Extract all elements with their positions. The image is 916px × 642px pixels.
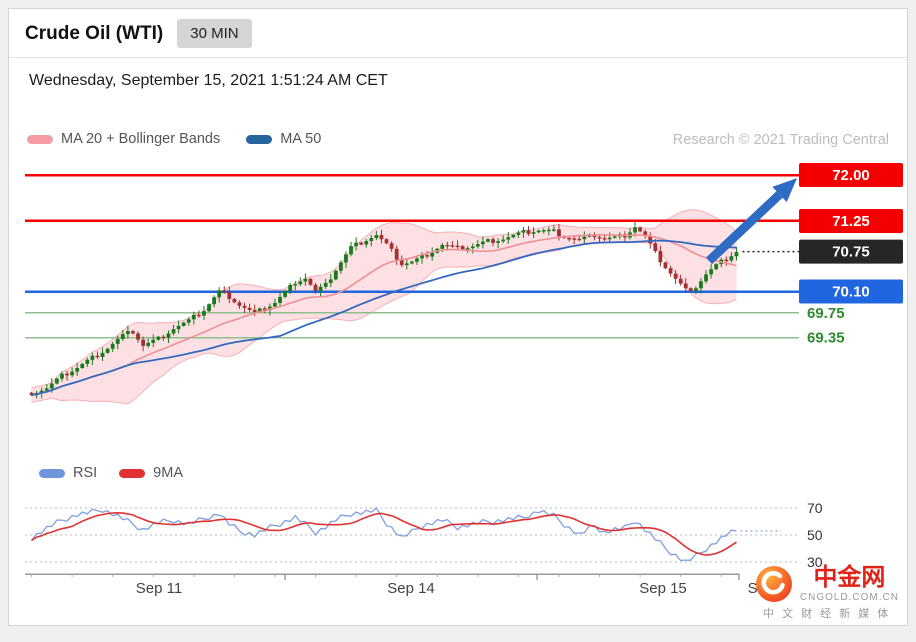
price-label-box	[799, 208, 903, 233]
forecast-arrow-head	[772, 178, 797, 203]
watermark-top: 中金网 CNGOLD.COM.CN	[755, 563, 899, 603]
rsi-label: RSI	[73, 465, 98, 481]
ma50-label: MA 50	[280, 131, 322, 147]
rsi-line	[30, 506, 737, 562]
price-chart: 72.00 71.25 70.75 70.10 69.75 69.35	[25, 163, 903, 405]
x-tick-label: Sep 11	[136, 580, 182, 597]
price-label-text: 70.10	[832, 284, 870, 301]
chart-datetime: Wednesday, September 15, 2021 1:51:24 AM…	[29, 72, 388, 89]
ma20-label: MA 20 + Bollinger Bands	[61, 131, 221, 147]
watermark-tagline: 中 文 财 经 新 媒 体	[763, 608, 891, 620]
watermark-domain: CNGOLD.COM.CN	[799, 592, 899, 603]
ma20-line	[31, 234, 737, 396]
forecast-arrow-shaft	[705, 191, 783, 265]
bollinger-band	[31, 209, 737, 404]
rsi-9ma-line	[31, 511, 737, 556]
interval-badge: 30 MIN	[177, 19, 252, 48]
cngold-logo-icon	[755, 565, 792, 602]
main-legend: MA 20 + Bollinger Bands MA 50	[27, 131, 321, 147]
rsi-level-label: 70	[807, 500, 823, 516]
price-label-text: 70.75	[832, 244, 870, 261]
rsi-level-label: 30	[807, 554, 823, 570]
legend-item-ma50: MA 50	[246, 131, 321, 147]
price-label-text: 72.00	[832, 167, 870, 184]
x-tick-label: Sep 15	[639, 580, 687, 597]
price-label-text: 71.25	[832, 213, 870, 230]
price-label-green: 69.75	[807, 305, 845, 322]
research-credit: Research © 2021 Trading Central	[672, 132, 889, 148]
legend-item-9ma: 9MA	[119, 465, 183, 481]
price-label-box	[799, 163, 903, 187]
price-label-green: 69.35	[807, 330, 845, 347]
watermark-texts: 中金网 CNGOLD.COM.CN	[799, 563, 899, 603]
rsi-swatch-icon	[39, 468, 65, 478]
bollinger-upper	[31, 209, 737, 389]
instrument-title: Crude Oil (WTI)	[25, 22, 164, 44]
price-label-box	[799, 279, 903, 304]
rsi-9ma-label: 9MA	[153, 465, 183, 481]
ma50-swatch-icon	[246, 134, 273, 144]
price-label-box	[799, 239, 903, 264]
rsi-9ma-swatch-icon	[119, 468, 146, 478]
watermark-brand: 中金网	[813, 563, 886, 591]
header: Crude Oil (WTI) 30 MIN	[9, 9, 907, 58]
rsi-legend: RSI 9MA	[39, 465, 183, 481]
chart-card: Crude Oil (WTI) 30 MIN Wednesday, Septem…	[8, 8, 908, 626]
ma50-line	[31, 239, 737, 397]
candles-layer	[29, 221, 739, 399]
watermark: 中金网 CNGOLD.COM.CN 中 文 财 经 新 媒 体	[755, 563, 899, 621]
legend-item-rsi: RSI	[39, 465, 97, 481]
x-tick-label: Sep 14	[387, 580, 435, 597]
rsi-level-label: 50	[807, 527, 823, 543]
ma20-swatch-icon	[27, 134, 53, 144]
legend-item-ma20: MA 20 + Bollinger Bands	[27, 131, 220, 147]
